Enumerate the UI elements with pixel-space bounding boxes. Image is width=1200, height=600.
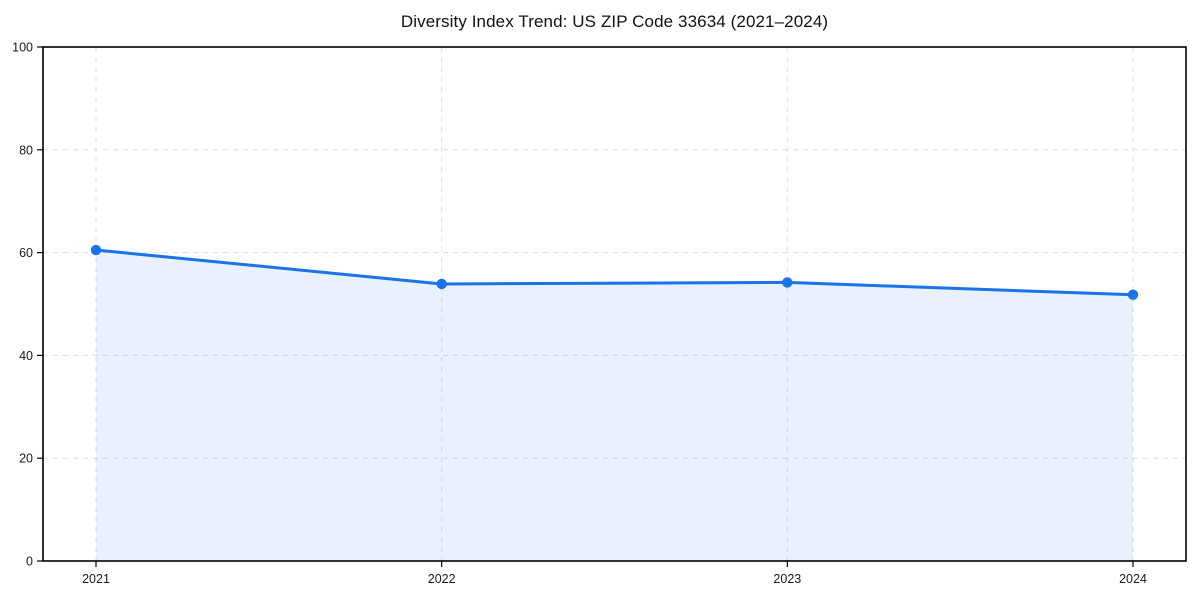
area-fill <box>96 250 1133 561</box>
area-fill-layer <box>96 250 1133 561</box>
y-tick-label: 100 <box>12 41 33 55</box>
data-point-2024 <box>1127 289 1139 300</box>
x-tick-label: 2023 <box>773 572 801 586</box>
data-point-2023 <box>782 277 793 288</box>
trend-line-layer <box>94 248 1135 297</box>
chart-title: Diversity Index Trend: US ZIP Code 33634… <box>400 12 829 31</box>
x-tick-label: 2021 <box>82 572 110 586</box>
data-point-2022 <box>436 278 447 290</box>
markers-layer <box>90 244 1139 300</box>
y-tick-label: 0 <box>26 555 33 569</box>
y-tick-label: 20 <box>19 452 33 466</box>
trend-line <box>94 248 1135 297</box>
axis-labels-layer: 0 20 40 60 80 100 2021 2022 2023 2024 <box>12 41 1147 587</box>
y-tick-label: 40 <box>19 349 33 363</box>
y-tick-label: 80 <box>19 143 33 157</box>
axis-ticks-layer <box>37 46 1134 567</box>
x-tick-label: 2024 <box>1119 572 1147 586</box>
data-point-2021 <box>90 244 102 256</box>
x-tick-label: 2022 <box>428 572 456 586</box>
plot-border <box>42 46 1187 562</box>
y-tick-label: 60 <box>19 246 33 260</box>
